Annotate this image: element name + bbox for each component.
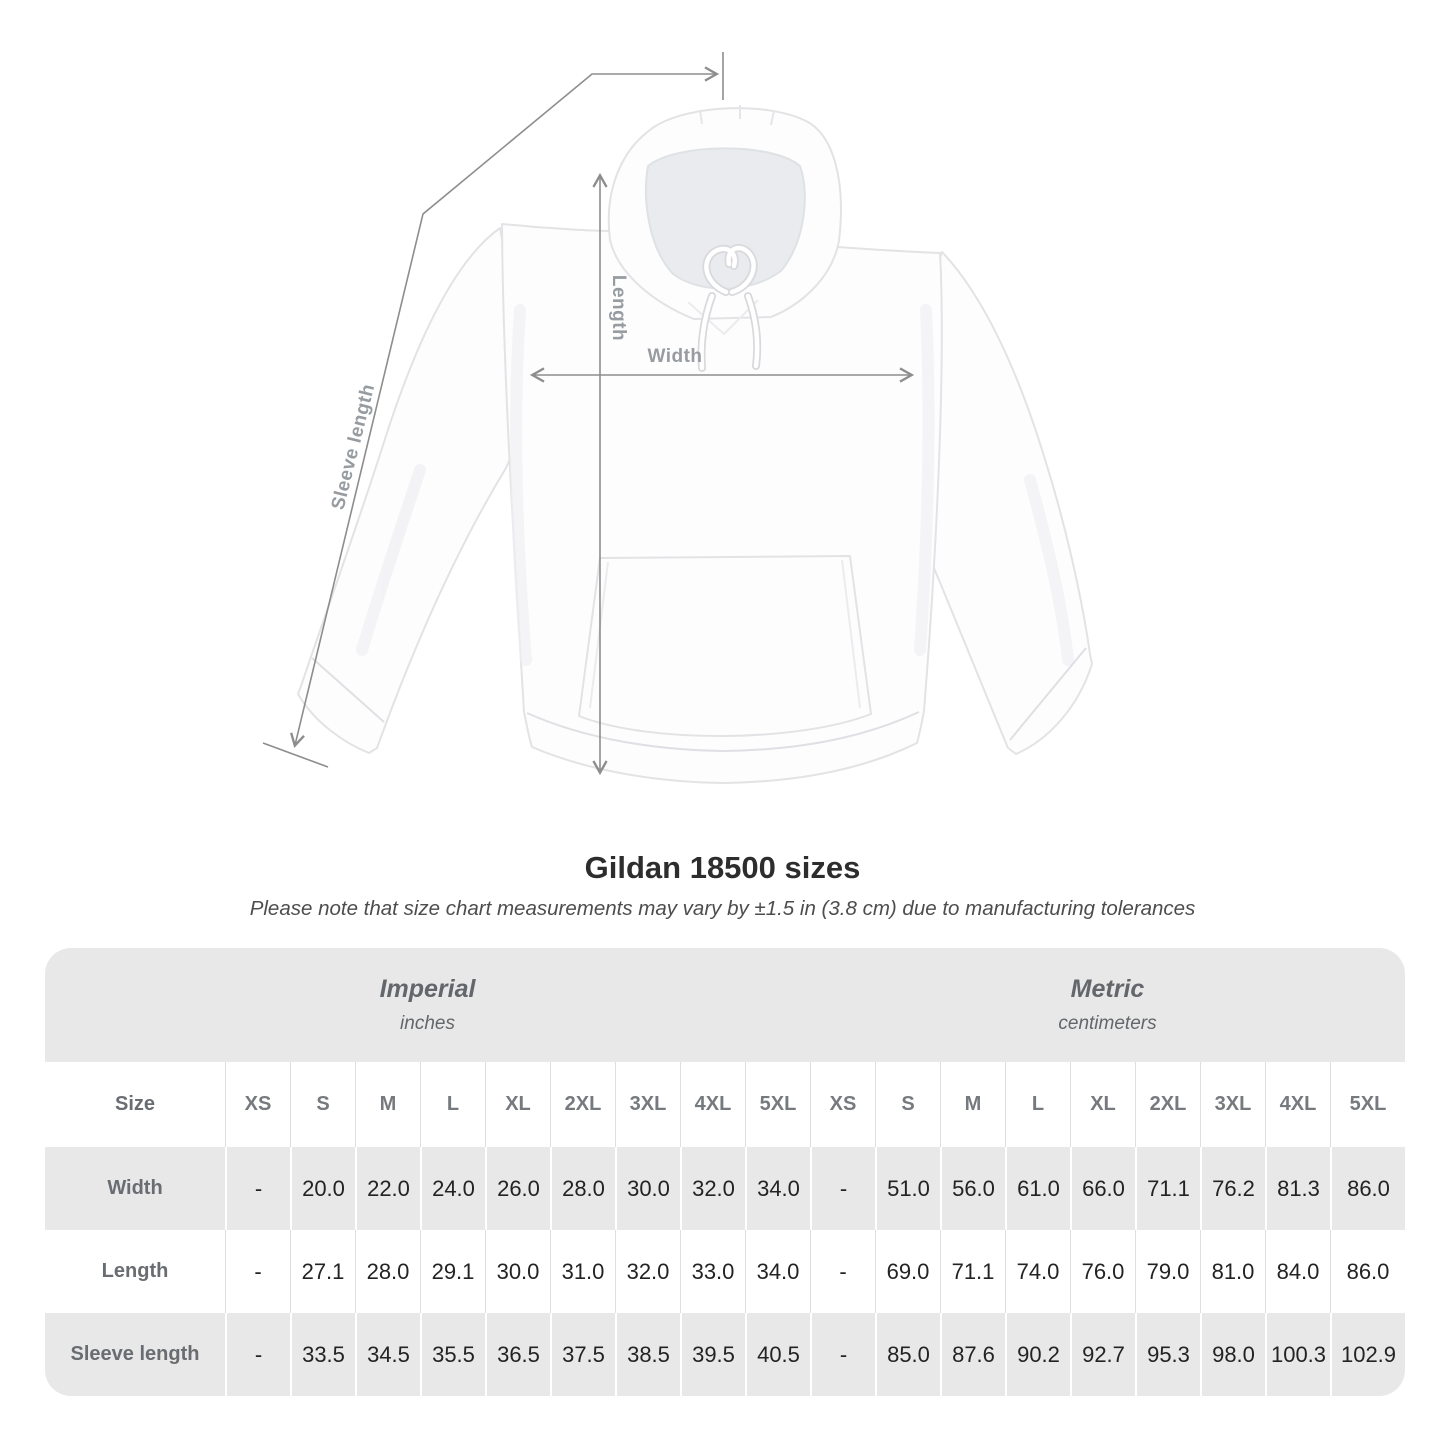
size-col-header: 4XL [1265, 1062, 1330, 1147]
size-col-header: M [355, 1062, 420, 1147]
table-cell: 34.0 [745, 1147, 810, 1230]
table-cell: 24.0 [420, 1147, 485, 1230]
metric-unit: centimeters [1058, 1013, 1157, 1034]
table-cell: 26.0 [485, 1147, 550, 1230]
table-cell: 79.0 [1135, 1230, 1200, 1313]
table-cell: 76.0 [1070, 1230, 1135, 1313]
table-cell: 69.0 [875, 1230, 940, 1313]
table-cell: 51.0 [875, 1147, 940, 1230]
table-cell: 81.3 [1265, 1147, 1330, 1230]
size-col-header: L [1005, 1062, 1070, 1147]
table-cell: 28.0 [550, 1147, 615, 1230]
unit-section-band: Imperial inches Metric centimeters [45, 948, 1405, 1062]
table-cell: 30.0 [615, 1147, 680, 1230]
metric-section-header: Metric centimeters [810, 948, 1405, 1062]
size-header-row: Size XS S M L XL 2XL 3XL 4XL 5XL XS S M … [45, 1062, 1405, 1147]
table-cell: 61.0 [1005, 1147, 1070, 1230]
table-cell: 33.0 [680, 1230, 745, 1313]
size-col-header: XS [810, 1062, 875, 1147]
table-cell: 35.5 [420, 1313, 485, 1396]
table-cell: 85.0 [875, 1313, 940, 1396]
size-col-header: 4XL [680, 1062, 745, 1147]
table-cell: 74.0 [1005, 1230, 1070, 1313]
table-cell: 66.0 [1070, 1147, 1135, 1230]
size-header: Size [114, 1093, 156, 1115]
table-cell: 22.0 [355, 1147, 420, 1230]
size-col-header: 2XL [550, 1062, 615, 1147]
table-cell: - [225, 1230, 290, 1313]
table-cell: - [225, 1147, 290, 1230]
imperial-section-header: Imperial inches [45, 948, 810, 1062]
table-cell: 95.3 [1135, 1313, 1200, 1396]
table-cell: 102.9 [1330, 1313, 1405, 1396]
table-cell: 71.1 [1135, 1147, 1200, 1230]
table-cell: 28.0 [355, 1230, 420, 1313]
size-table: Imperial inches Metric centimeters Size … [45, 948, 1405, 1396]
table-cell: 20.0 [290, 1147, 355, 1230]
size-col-header: XS [225, 1062, 290, 1147]
table-cell: 40.5 [745, 1313, 810, 1396]
table-cell: 33.5 [290, 1313, 355, 1396]
size-col-header: 5XL [1330, 1062, 1405, 1147]
table-cell: 100.3 [1265, 1313, 1330, 1396]
table-cell: 29.1 [420, 1230, 485, 1313]
metric-title: Metric [1070, 975, 1145, 1003]
size-col-header: 3XL [1200, 1062, 1265, 1147]
length-label: Length [608, 274, 629, 342]
row-label: Length [101, 1260, 169, 1282]
table-cell: 71.1 [940, 1230, 1005, 1313]
size-col-header: 3XL [615, 1062, 680, 1147]
table-cell: 87.6 [940, 1313, 1005, 1396]
size-col-header: XL [1070, 1062, 1135, 1147]
hoodie-pocket [578, 555, 872, 737]
size-col-header: S [875, 1062, 940, 1147]
size-col-header: L [420, 1062, 485, 1147]
row-label: Sleeve length [70, 1343, 200, 1365]
table-cell: - [810, 1230, 875, 1313]
table-cell: 38.5 [615, 1313, 680, 1396]
table-cell: 37.5 [550, 1313, 615, 1396]
table-cell: 34.0 [745, 1230, 810, 1313]
imperial-unit: inches [400, 1013, 455, 1034]
table-cell: 27.1 [290, 1230, 355, 1313]
table-cell: 36.5 [485, 1313, 550, 1396]
table-cell: 34.5 [355, 1313, 420, 1396]
table-row-sleeve-length: Sleeve length - 33.5 34.5 35.5 36.5 37.5… [45, 1313, 1405, 1396]
table-cell: 76.2 [1200, 1147, 1265, 1230]
page-title: Gildan 18500 sizes [584, 850, 861, 885]
table-cell: 84.0 [1265, 1230, 1330, 1313]
width-label: Width [647, 346, 703, 367]
table-cell: 81.0 [1200, 1230, 1265, 1313]
table-cell: - [810, 1313, 875, 1396]
size-col-header: 2XL [1135, 1062, 1200, 1147]
row-label: Width [107, 1177, 163, 1199]
table-cell: - [225, 1313, 290, 1396]
table-row-length: Length - 27.1 28.0 29.1 30.0 31.0 32.0 3… [45, 1230, 1405, 1313]
table-cell: 98.0 [1200, 1313, 1265, 1396]
table-cell: 32.0 [615, 1230, 680, 1313]
tolerance-note: Please note that size chart measurements… [249, 897, 1196, 920]
hoodie-measurement-diagram: Sleeve length Length Width [262, 52, 1093, 784]
table-cell: 31.0 [550, 1230, 615, 1313]
table-cell: 86.0 [1330, 1147, 1405, 1230]
table-cell: 86.0 [1330, 1230, 1405, 1313]
table-cell: 90.2 [1005, 1313, 1070, 1396]
table-cell: 39.5 [680, 1313, 745, 1396]
size-col-header: M [940, 1062, 1005, 1147]
sleeve-length-measure-line [262, 52, 724, 768]
size-col-header: 5XL [745, 1062, 810, 1147]
size-col-header: S [290, 1062, 355, 1147]
hoodie-illustration [262, 52, 1093, 784]
table-cell: - [810, 1147, 875, 1230]
table-cell: 30.0 [485, 1230, 550, 1313]
size-col-header: XL [485, 1062, 550, 1147]
table-cell: 56.0 [940, 1147, 1005, 1230]
table-cell: 92.7 [1070, 1313, 1135, 1396]
imperial-title: Imperial [379, 975, 476, 1003]
hoodie-body [297, 105, 1093, 784]
table-cell: 32.0 [680, 1147, 745, 1230]
table-row-width: Width - 20.0 22.0 24.0 26.0 28.0 30.0 32… [45, 1147, 1405, 1230]
